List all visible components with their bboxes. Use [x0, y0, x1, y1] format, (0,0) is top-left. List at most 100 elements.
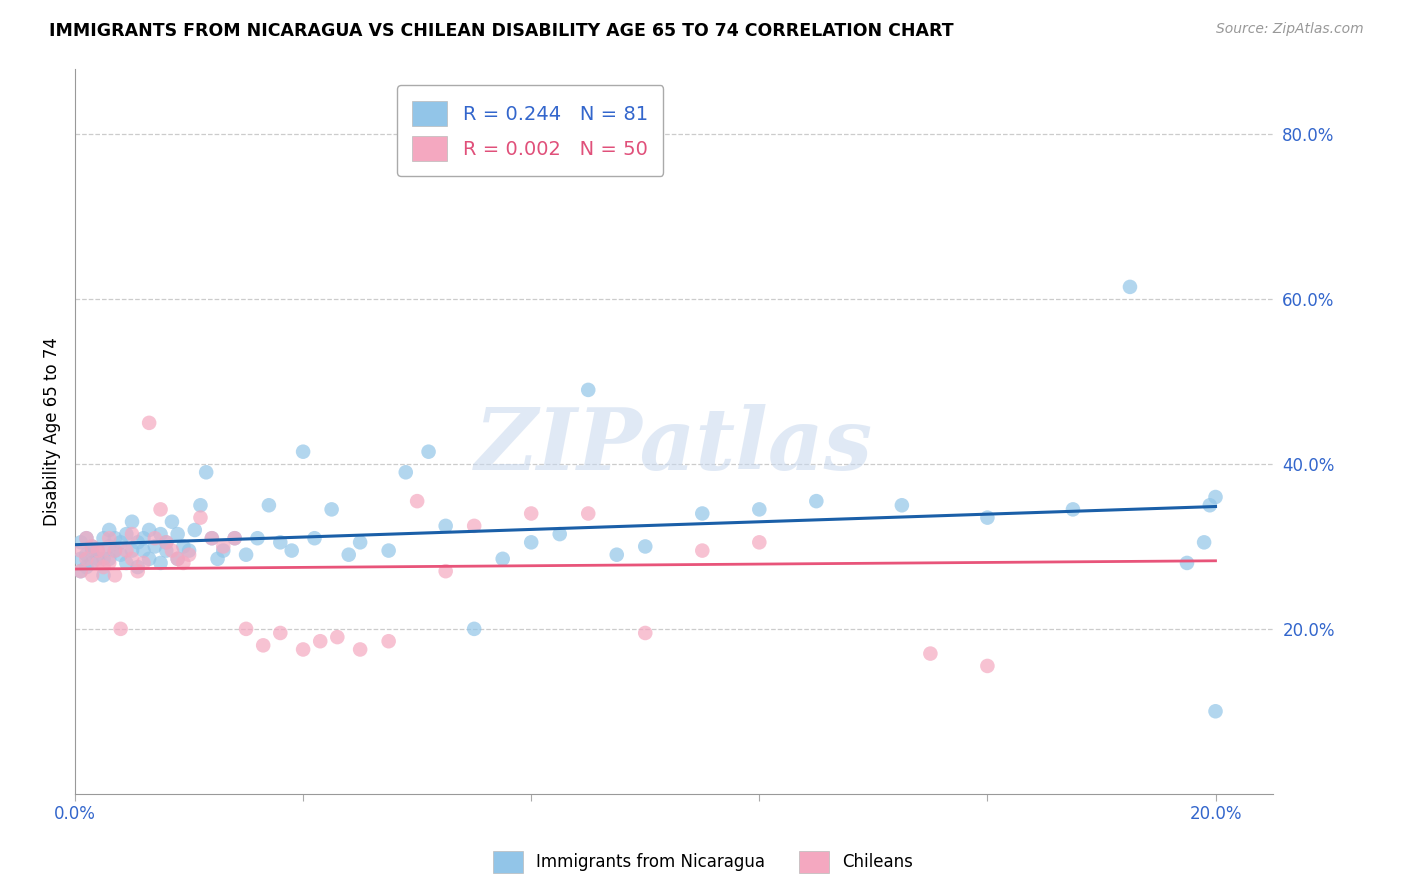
Point: [155, 535, 177, 549]
Point: [177, 543, 200, 558]
Point: [98, 551, 121, 566]
Point: [160, 543, 183, 558]
Point: [160, 515, 183, 529]
Point: [349, 642, 371, 657]
Point: [463, 622, 485, 636]
Point: [576, 507, 599, 521]
Point: [98, 556, 121, 570]
Point: [143, 531, 166, 545]
Point: [201, 531, 224, 545]
Point: [492, 551, 515, 566]
Point: [748, 502, 770, 516]
Point: [418, 444, 440, 458]
Point: [155, 535, 177, 549]
Point: [82, 543, 104, 558]
Point: [576, 383, 599, 397]
Point: [127, 560, 149, 574]
Point: [104, 543, 127, 558]
Point: [201, 531, 224, 545]
Point: [138, 551, 160, 566]
Point: [75, 531, 97, 545]
Point: [87, 543, 110, 558]
Point: [121, 527, 143, 541]
Point: [138, 523, 160, 537]
Point: [75, 551, 97, 566]
Point: [69, 564, 91, 578]
Point: [207, 551, 229, 566]
Point: [82, 540, 104, 554]
Point: [634, 540, 657, 554]
Point: [520, 535, 543, 549]
Point: [127, 535, 149, 549]
Point: [166, 527, 188, 541]
Point: [395, 465, 418, 479]
Point: [75, 531, 97, 545]
Point: [195, 465, 218, 479]
Point: [69, 543, 91, 558]
Point: [93, 531, 115, 545]
Point: [87, 543, 110, 558]
Point: [224, 531, 246, 545]
Point: [690, 507, 713, 521]
Point: [806, 494, 828, 508]
Point: [269, 535, 291, 549]
Point: [87, 551, 110, 566]
Point: [304, 531, 326, 545]
Point: [406, 494, 429, 508]
Legend: Immigrants from Nicaragua, Chileans: Immigrants from Nicaragua, Chileans: [486, 845, 920, 880]
Point: [212, 540, 235, 554]
Point: [434, 519, 457, 533]
Point: [104, 568, 127, 582]
Point: [177, 548, 200, 562]
Point: [172, 540, 194, 554]
Point: [132, 531, 155, 545]
Point: [155, 543, 177, 558]
Point: [280, 543, 302, 558]
Point: [121, 515, 143, 529]
Point: [224, 531, 246, 545]
Point: [69, 551, 91, 566]
Point: [212, 543, 235, 558]
Point: [190, 498, 212, 512]
Point: [246, 531, 269, 545]
Point: [190, 510, 212, 524]
Point: [69, 564, 91, 578]
Point: [321, 502, 343, 516]
Point: [149, 527, 172, 541]
Point: [1192, 535, 1215, 549]
Point: [93, 543, 115, 558]
Point: [1205, 704, 1227, 718]
Text: ZIPatlas: ZIPatlas: [475, 404, 873, 487]
Point: [93, 568, 115, 582]
Y-axis label: Disability Age 65 to 74: Disability Age 65 to 74: [44, 336, 60, 525]
Point: [235, 548, 257, 562]
Point: [748, 535, 770, 549]
Point: [309, 634, 332, 648]
Point: [132, 556, 155, 570]
Point: [269, 626, 291, 640]
Point: [110, 622, 132, 636]
Point: [69, 535, 91, 549]
Point: [377, 634, 399, 648]
Point: [121, 543, 143, 558]
Point: [257, 498, 280, 512]
Point: [1119, 280, 1142, 294]
Point: [115, 543, 138, 558]
Point: [82, 556, 104, 570]
Point: [93, 551, 115, 566]
Point: [920, 647, 942, 661]
Point: [93, 560, 115, 574]
Point: [434, 564, 457, 578]
Point: [172, 556, 194, 570]
Point: [548, 527, 571, 541]
Point: [690, 543, 713, 558]
Point: [143, 540, 166, 554]
Point: [184, 523, 207, 537]
Point: [75, 548, 97, 562]
Point: [976, 510, 998, 524]
Point: [87, 556, 110, 570]
Point: [104, 543, 127, 558]
Point: [337, 548, 360, 562]
Point: [292, 642, 315, 657]
Point: [110, 535, 132, 549]
